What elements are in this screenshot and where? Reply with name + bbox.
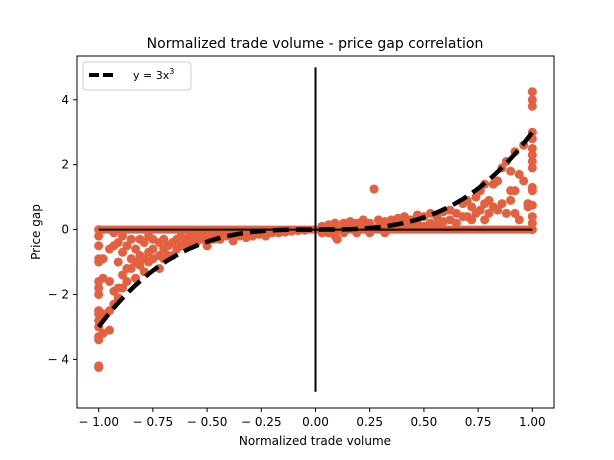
y-tick-label: 4: [61, 93, 69, 107]
scatter-point: [527, 87, 537, 97]
scatter-point: [118, 270, 128, 280]
x-axis-label: Normalized trade volume: [239, 434, 391, 448]
scatter-point: [98, 254, 108, 264]
scatter-point: [332, 234, 342, 244]
scatter-point: [365, 218, 375, 228]
y-tick-label: − 2: [47, 287, 69, 301]
scatter-point: [514, 215, 524, 225]
x-tick-label: − 1.00: [78, 415, 119, 429]
scatter-point: [185, 238, 195, 248]
y-tick-label: 0: [61, 223, 69, 237]
scatter-point: [94, 241, 104, 251]
scatter-point: [118, 247, 128, 257]
y-tick-label: − 4: [47, 352, 69, 366]
legend-fit-label-base: y = 3x: [133, 69, 170, 82]
x-axis-ticks: − 1.00 − 0.75 − 0.50 − 0.25 0.00 0.25 0.50 0.75…: [78, 408, 546, 429]
scatter-point: [118, 231, 128, 241]
legend: y = 3x3: [82, 61, 192, 91]
x-tick-label: − 0.75: [133, 415, 174, 429]
scatter-point: [527, 218, 537, 228]
y-axis-label: Price gap: [29, 204, 43, 260]
scatter-point: [467, 202, 477, 212]
plot-area: [94, 67, 537, 392]
scatter-point: [510, 208, 520, 218]
scatter-point: [506, 166, 516, 176]
fit-curve-layer: [96, 130, 535, 329]
legend-fit-label: y = 3x3: [133, 67, 174, 82]
scatter-point: [113, 257, 123, 267]
scatter-point: [527, 143, 537, 153]
scatter-point: [527, 95, 537, 105]
x-tick-label: − 0.25: [241, 415, 282, 429]
scatter-point: [467, 215, 477, 225]
scatter-point: [480, 215, 490, 225]
x-tick-label: 1.00: [519, 415, 546, 429]
scatter-point: [113, 238, 123, 248]
scatter-point: [94, 283, 104, 293]
scatter-point: [126, 234, 136, 244]
scatter-point: [122, 276, 132, 286]
scatter-point: [202, 241, 212, 251]
reference-lines: [98, 67, 533, 392]
x-tick-label: 0.50: [411, 415, 438, 429]
scatter-point: [369, 184, 379, 194]
scatter-point: [484, 195, 494, 205]
y-tick-label: 2: [61, 158, 69, 172]
fit-curve: [96, 130, 535, 329]
scatter-point: [484, 208, 494, 218]
y-axis-ticks: − 4 − 2 0 2 4: [47, 93, 77, 366]
scatter-point: [105, 306, 115, 316]
scatter-point: [122, 241, 132, 251]
scatter-point: [94, 289, 104, 299]
scatter-point: [506, 195, 516, 205]
scatter-point: [527, 150, 537, 160]
scatter-point: [510, 186, 520, 196]
scatter-point: [493, 205, 503, 215]
scatter-point: [105, 325, 115, 335]
scatter-point: [330, 218, 340, 228]
scatter-point: [527, 156, 537, 166]
scatter-point: [159, 234, 169, 244]
scatter-point: [497, 199, 507, 209]
legend-fit-label-sup: 3: [169, 67, 174, 76]
scatter-point: [451, 218, 461, 228]
scatter-point: [94, 361, 104, 371]
scatter-point: [527, 186, 537, 196]
scatter-point: [148, 244, 158, 254]
scatter-point: [118, 283, 128, 293]
scatter-point: [527, 101, 537, 111]
x-tick-label: − 0.50: [187, 415, 228, 429]
scatter-point: [94, 231, 104, 241]
scatter-point: [527, 200, 537, 210]
x-tick-label: 0.00: [302, 415, 329, 429]
scatter-point: [501, 208, 511, 218]
x-tick-label: 0.75: [465, 415, 492, 429]
scatter-point: [105, 276, 115, 286]
scatter-point: [519, 176, 529, 186]
scatter-point: [471, 192, 481, 202]
scatter-point: [475, 205, 485, 215]
scatter-point: [135, 260, 145, 270]
scatter-point: [228, 236, 238, 246]
scatter-point: [527, 212, 537, 222]
scatter-point: [493, 176, 503, 186]
x-tick-label: 0.25: [356, 415, 383, 429]
legend-box: [82, 61, 192, 91]
scatter-point: [514, 169, 524, 179]
scatter-point: [139, 238, 149, 248]
scatter-point: [185, 231, 195, 241]
chart-title: Normalized trade volume - price gap corr…: [147, 36, 484, 52]
scatter-point: [126, 264, 136, 273]
scatter-point: [527, 163, 537, 173]
scatter-point: [131, 244, 141, 254]
